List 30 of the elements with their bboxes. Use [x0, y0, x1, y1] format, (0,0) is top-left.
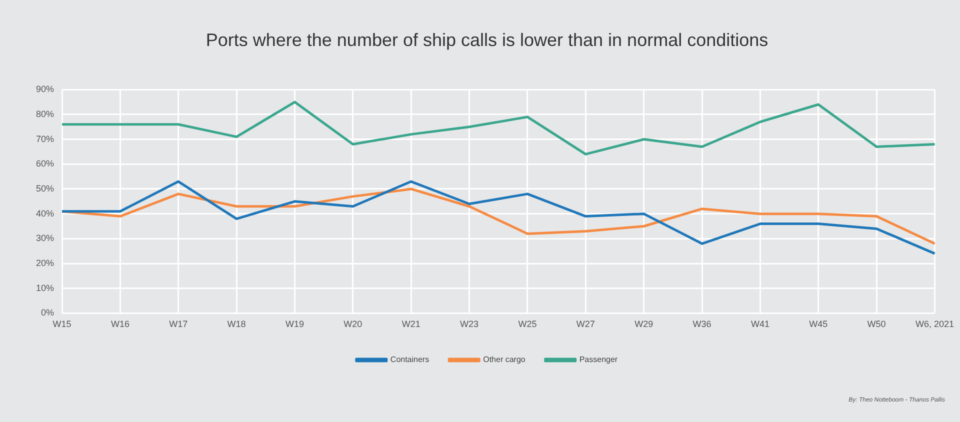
y-tick-label: 80%: [36, 108, 54, 119]
x-tick-label: W15: [52, 319, 72, 330]
legend-label: Passenger: [579, 355, 618, 364]
y-tick-label: 10%: [36, 282, 54, 293]
x-tick-label: W29: [634, 319, 654, 330]
x-tick-label: W21: [402, 319, 420, 330]
x-tick-label: W18: [227, 319, 246, 330]
legend-label: Containers: [390, 355, 430, 364]
y-tick-label: 70%: [36, 134, 54, 144]
x-tick-label: W25: [518, 319, 537, 330]
y-tick-label: 20%: [36, 258, 54, 268]
x-tick-label: W20: [344, 319, 362, 330]
y-tick-label: 90%: [36, 84, 54, 94]
x-tick-label: W50: [867, 319, 886, 330]
legend-label: Other cargo: [483, 355, 526, 364]
x-tick-label: W45: [809, 319, 828, 330]
y-tick-label: 50%: [36, 183, 54, 194]
y-tick-label: 40%: [36, 208, 54, 218]
x-tick-label: W17: [169, 319, 188, 330]
x-tick-label: W41: [750, 319, 770, 330]
y-tick-label: 30%: [36, 233, 54, 244]
x-tick-label: W6, 2021: [915, 319, 954, 330]
x-tick-label: W23: [460, 319, 479, 330]
x-tick-label: W27: [576, 319, 595, 330]
y-tick-label: 60%: [36, 158, 54, 169]
y-tick-label: 0%: [41, 308, 54, 318]
x-tick-label: W36: [692, 319, 712, 330]
x-tick-label: W16: [110, 319, 130, 330]
chart-title: Ports where the number of ship calls is lower than in normal conditions: [206, 30, 768, 50]
x-tick-label: W19: [285, 319, 304, 330]
